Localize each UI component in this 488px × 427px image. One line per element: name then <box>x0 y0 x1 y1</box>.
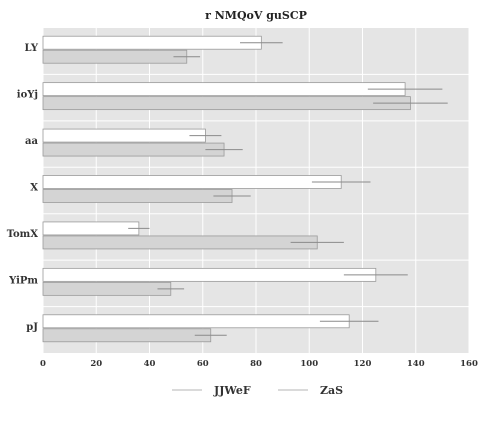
category-label-aa: aa <box>25 136 38 147</box>
x-tick-label-40: 40 <box>144 359 156 369</box>
legend: JJWeF ZaS <box>172 384 343 397</box>
bars-group <box>42 35 411 343</box>
category-label-LY: LY <box>24 43 38 54</box>
bar-ZaS-X <box>42 189 233 203</box>
category-label-X: X <box>30 183 38 194</box>
x-tick-label-140: 140 <box>407 359 425 369</box>
x-tick-label-60: 60 <box>197 359 209 369</box>
bar-JJWeF-X <box>42 175 342 189</box>
category-label-ioYj: ioYj <box>17 90 38 101</box>
category-labels: LY ioYj aa X TomX YiPm pJ <box>7 43 39 333</box>
x-tick-label-160: 160 <box>460 359 478 369</box>
bar-JJWeF-YiPm <box>42 267 377 282</box>
legend-label-ZaS: ZaS <box>320 384 343 397</box>
bar-JJWeF-TomX <box>42 221 140 236</box>
x-tick-label-20: 20 <box>90 359 102 369</box>
grid-lines <box>42 28 470 353</box>
bar-ZaS-pJ <box>42 328 212 343</box>
error-bars-group <box>128 42 448 336</box>
bar-ZaS-ioYj <box>42 96 411 111</box>
x-tick-label-80: 80 <box>250 359 262 369</box>
x-tick-label-120: 120 <box>354 359 372 369</box>
x-tick-label-100: 100 <box>300 359 318 369</box>
category-label-YiPm: YiPm <box>8 275 38 286</box>
x-tick-labels: 0 20 40 60 80 100 120 140 160 <box>40 359 478 369</box>
bar-JJWeF-LY <box>42 35 262 50</box>
bar-JJWeF-ioYj <box>42 82 406 97</box>
bar-ZaS-YiPm <box>42 281 172 296</box>
bar-JJWeF-pJ <box>42 314 350 329</box>
bar-ZaS-LY <box>42 49 188 64</box>
bar-ZaS-TomX <box>42 235 318 250</box>
category-label-pJ: pJ <box>26 322 38 333</box>
chart-title: r NMQoV guSCP <box>205 9 307 22</box>
category-label-TomX: TomX <box>7 229 39 240</box>
legend-label-JJWeF: JJWeF <box>213 384 251 397</box>
x-tick-label-0: 0 <box>40 359 46 369</box>
bar-ZaS-aa <box>42 142 225 157</box>
bar-JJWeF-aa <box>42 128 206 143</box>
